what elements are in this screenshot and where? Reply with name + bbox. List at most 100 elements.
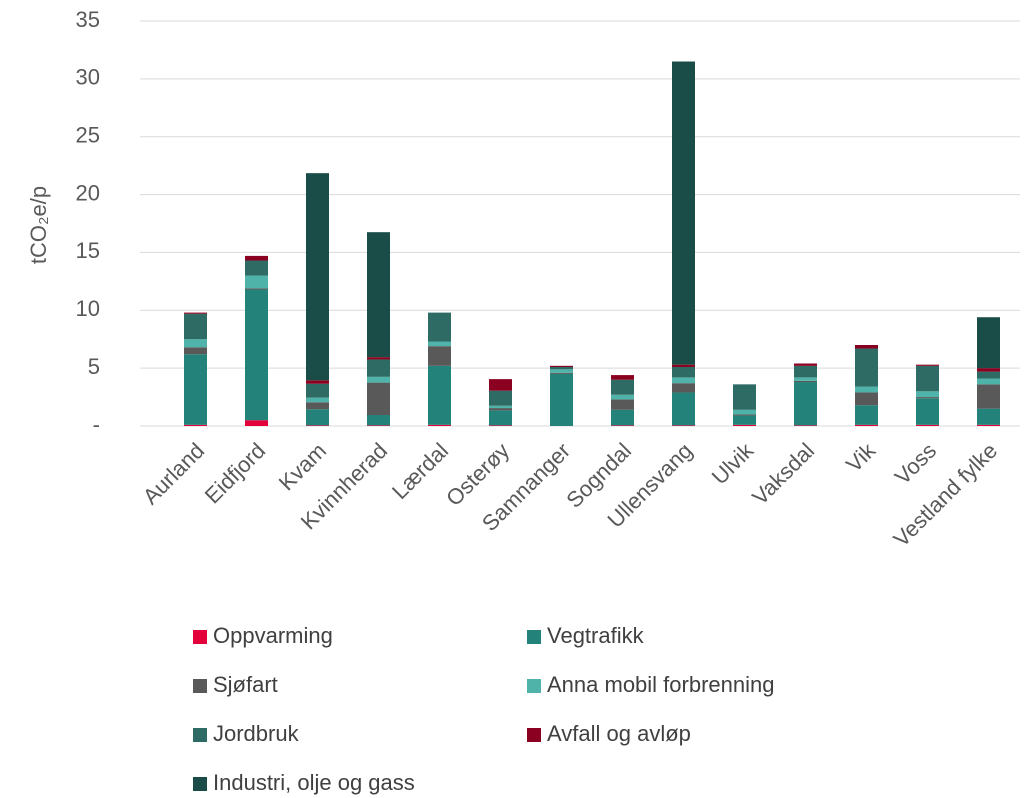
bar-segment xyxy=(550,372,573,374)
legend-swatch xyxy=(527,630,541,644)
bar-segment xyxy=(489,379,512,391)
bar-segment xyxy=(306,409,329,426)
bar-segment xyxy=(611,409,634,426)
bar-segment xyxy=(489,425,512,426)
legend-swatch xyxy=(193,777,207,791)
bar-segment xyxy=(428,341,451,347)
y-axis-label: tCO₂e/p xyxy=(26,186,51,264)
bar-segment xyxy=(733,415,756,425)
bar-segment xyxy=(367,357,390,360)
bar-segment xyxy=(184,354,207,425)
y-tick-label: 20 xyxy=(76,180,100,205)
bar-segment xyxy=(245,289,268,421)
bar-segment xyxy=(672,366,695,378)
bar-segment xyxy=(855,405,878,425)
bar-segment xyxy=(550,366,573,370)
bar-segment xyxy=(916,398,939,425)
bar-segment xyxy=(245,420,268,426)
bar-segment xyxy=(672,383,695,393)
bar-segment xyxy=(733,414,756,416)
legend-swatch xyxy=(193,728,207,742)
legend-label: Sjøfart xyxy=(213,672,278,697)
bar-segment xyxy=(550,369,573,373)
y-tick-label: 25 xyxy=(76,123,100,148)
bar-segment xyxy=(184,313,207,340)
y-tick-label: 30 xyxy=(76,65,100,90)
legend-swatch xyxy=(193,630,207,644)
bar-segment xyxy=(977,317,1000,369)
bar-segment xyxy=(855,348,878,387)
bar-segment xyxy=(916,364,939,366)
legend-swatch xyxy=(193,679,207,693)
x-tick-label: Aurland xyxy=(138,438,209,509)
bar-segment xyxy=(672,61,695,365)
bar-segment xyxy=(794,382,817,426)
bar-segment xyxy=(367,359,390,377)
x-tick-label: Kvam xyxy=(274,438,331,495)
bar-segment xyxy=(428,312,451,342)
bar-segment xyxy=(245,275,268,289)
bar-segment xyxy=(977,424,1000,426)
y-tick-label: - xyxy=(93,412,100,437)
bar-segment xyxy=(977,368,1000,372)
bar-segment xyxy=(794,425,817,426)
x-tick-label: Voss xyxy=(890,438,941,489)
bar-segment xyxy=(916,365,939,392)
bar-segment xyxy=(794,380,817,383)
bar-segment xyxy=(977,408,1000,425)
bar-segment xyxy=(245,288,268,290)
bar-segment xyxy=(794,365,817,378)
bar-segment xyxy=(489,390,512,406)
bar-segment xyxy=(672,425,695,426)
y-tick-label: 35 xyxy=(76,7,100,32)
legend-label: Jordbruk xyxy=(213,721,300,746)
legend-label: Vegtrafikk xyxy=(547,623,645,648)
bar-segment xyxy=(367,382,390,416)
bar-segment xyxy=(977,384,1000,409)
bar-segment xyxy=(733,384,756,410)
bar-segment xyxy=(611,375,634,380)
bar-segment xyxy=(184,347,207,355)
bar-segment xyxy=(672,364,695,367)
bar-segment xyxy=(489,405,512,409)
bar-segment xyxy=(306,383,329,398)
bar-segment xyxy=(428,424,451,426)
x-tick-label: Ulvik xyxy=(707,437,759,489)
bar-segment xyxy=(306,380,329,384)
bar-segment xyxy=(306,397,329,403)
bar-segment xyxy=(916,391,939,398)
legend-label: Oppvarming xyxy=(213,623,333,648)
bar-segment xyxy=(916,397,939,399)
bar-segment xyxy=(855,424,878,426)
bar-segment xyxy=(794,363,817,366)
bar-segment xyxy=(489,410,512,426)
bar-segment xyxy=(733,424,756,426)
bar-segment xyxy=(306,402,329,410)
bar-segment xyxy=(794,377,817,381)
bar-segment xyxy=(916,424,939,426)
x-tick-label: Vik xyxy=(841,437,881,477)
bar-segment xyxy=(855,386,878,393)
bar-segment xyxy=(672,392,695,426)
bar-segment xyxy=(367,376,390,383)
y-tick-label: 10 xyxy=(76,296,100,321)
bar-segment xyxy=(245,260,268,276)
legend-label: Anna mobil forbrenning xyxy=(547,672,774,697)
legend-swatch xyxy=(527,728,541,742)
bar-segment xyxy=(428,365,451,425)
x-tick-label: Vaksdal xyxy=(747,438,819,510)
bar-segment xyxy=(367,232,390,358)
legend-label: Industri, olje og gass xyxy=(213,770,415,795)
bar-segment xyxy=(733,409,756,415)
bar-segment xyxy=(184,339,207,348)
bar-segment xyxy=(428,346,451,366)
bar-segment xyxy=(245,255,268,261)
bar-segment xyxy=(977,378,1000,385)
bar-segment xyxy=(367,425,390,426)
x-tick-label: Eidfjord xyxy=(200,438,270,508)
bar-segment xyxy=(367,415,390,426)
bar-segment xyxy=(550,373,573,426)
bar-segment xyxy=(550,365,573,367)
legend-swatch xyxy=(527,679,541,693)
